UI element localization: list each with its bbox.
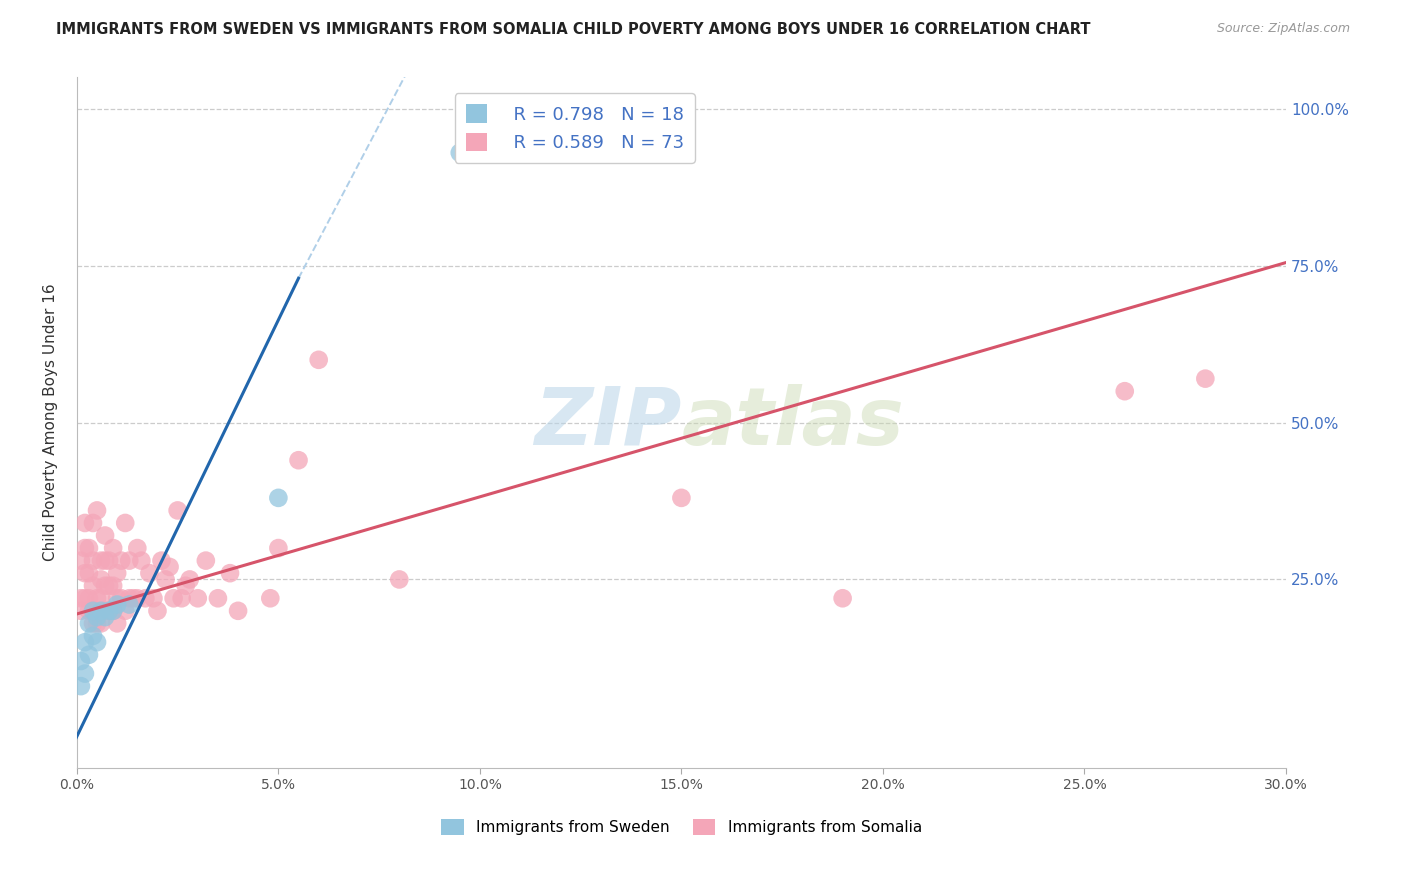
Point <box>831 591 853 606</box>
Point <box>170 591 193 606</box>
Point <box>101 604 124 618</box>
Point <box>77 566 100 581</box>
Text: Source: ZipAtlas.com: Source: ZipAtlas.com <box>1216 22 1350 36</box>
Point <box>118 598 141 612</box>
Point <box>146 604 169 618</box>
Point <box>77 648 100 662</box>
Point <box>105 616 128 631</box>
Point <box>98 604 121 618</box>
Point <box>82 604 104 618</box>
Point <box>82 516 104 530</box>
Legend: Immigrants from Sweden, Immigrants from Somalia: Immigrants from Sweden, Immigrants from … <box>434 814 928 841</box>
Point <box>267 491 290 505</box>
Point <box>86 635 108 649</box>
Point <box>86 591 108 606</box>
Point <box>98 579 121 593</box>
Point <box>77 541 100 555</box>
Point <box>86 610 108 624</box>
Text: IMMIGRANTS FROM SWEDEN VS IMMIGRANTS FROM SOMALIA CHILD POVERTY AMONG BOYS UNDER: IMMIGRANTS FROM SWEDEN VS IMMIGRANTS FRO… <box>56 22 1091 37</box>
Point <box>194 553 217 567</box>
Point <box>155 573 177 587</box>
Point <box>101 604 124 618</box>
Point <box>101 579 124 593</box>
Point <box>70 679 93 693</box>
Point <box>1114 384 1136 399</box>
Point <box>86 604 108 618</box>
Point <box>90 573 112 587</box>
Point <box>110 591 132 606</box>
Point <box>287 453 309 467</box>
Point <box>166 503 188 517</box>
Point <box>82 629 104 643</box>
Point <box>73 666 96 681</box>
Point <box>207 591 229 606</box>
Point <box>1194 371 1216 385</box>
Point <box>671 491 693 505</box>
Point <box>134 591 156 606</box>
Point <box>150 553 173 567</box>
Point <box>105 566 128 581</box>
Point <box>122 591 145 606</box>
Point <box>86 503 108 517</box>
Point <box>101 541 124 555</box>
Point <box>94 528 117 542</box>
Point <box>142 591 165 606</box>
Point <box>162 591 184 606</box>
Point <box>86 616 108 631</box>
Point <box>114 604 136 618</box>
Y-axis label: Child Poverty Among Boys Under 16: Child Poverty Among Boys Under 16 <box>44 284 58 561</box>
Point <box>70 604 93 618</box>
Point <box>77 591 100 606</box>
Point <box>82 616 104 631</box>
Point <box>94 579 117 593</box>
Point <box>90 591 112 606</box>
Point <box>127 541 149 555</box>
Point <box>267 541 290 555</box>
Point <box>259 591 281 606</box>
Point <box>77 616 100 631</box>
Text: atlas: atlas <box>682 384 904 461</box>
Point <box>73 635 96 649</box>
Point <box>70 553 93 567</box>
Point <box>114 516 136 530</box>
Point <box>82 553 104 567</box>
Point <box>118 591 141 606</box>
Point <box>90 616 112 631</box>
Point <box>73 591 96 606</box>
Point <box>449 145 471 160</box>
Point <box>94 610 117 624</box>
Point <box>98 553 121 567</box>
Point <box>94 553 117 567</box>
Point <box>118 553 141 567</box>
Point <box>73 516 96 530</box>
Point <box>77 604 100 618</box>
Point <box>219 566 242 581</box>
Point <box>82 604 104 618</box>
Point <box>70 654 93 668</box>
Point <box>159 560 181 574</box>
Point <box>131 553 153 567</box>
Point <box>73 541 96 555</box>
Point <box>82 579 104 593</box>
Point <box>127 591 149 606</box>
Point <box>179 573 201 587</box>
Point <box>187 591 209 606</box>
Point <box>94 604 117 618</box>
Point <box>70 591 93 606</box>
Point <box>90 553 112 567</box>
Point <box>308 352 330 367</box>
Point <box>226 604 249 618</box>
Point <box>98 604 121 618</box>
Point <box>138 566 160 581</box>
Point <box>90 604 112 618</box>
Point <box>105 598 128 612</box>
Point <box>174 579 197 593</box>
Text: ZIP: ZIP <box>534 384 682 461</box>
Point <box>110 553 132 567</box>
Point <box>73 566 96 581</box>
Point <box>388 573 411 587</box>
Point <box>105 591 128 606</box>
